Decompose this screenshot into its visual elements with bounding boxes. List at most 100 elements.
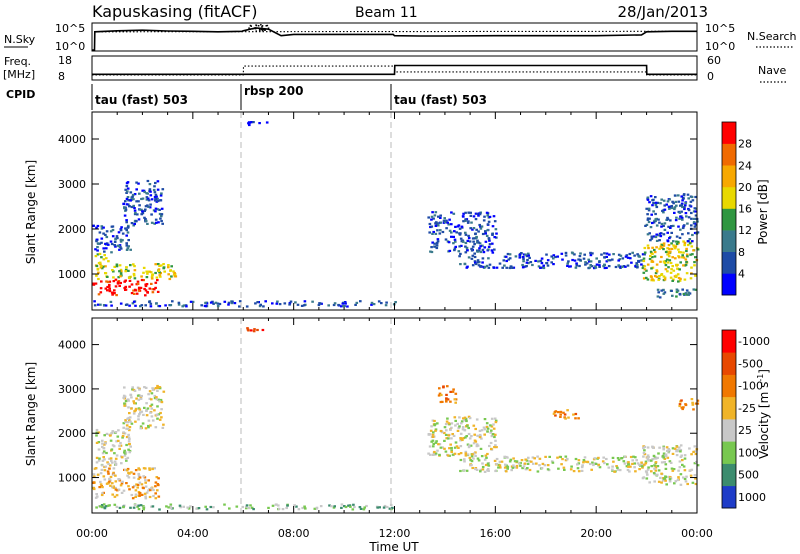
- range-cell: [394, 301, 397, 304]
- range-cell: [126, 456, 130, 459]
- range-cell: [643, 253, 646, 256]
- range-cell: [629, 455, 633, 459]
- range-cell: [651, 204, 654, 207]
- range-cell: [674, 200, 678, 203]
- range-cell: [662, 452, 666, 455]
- range-cell: [641, 253, 645, 256]
- range-cell: [107, 243, 110, 246]
- x-tick-label: 00:00: [681, 527, 713, 540]
- range-cell: [683, 206, 686, 209]
- range-cell: [139, 504, 143, 507]
- range-cell: [494, 469, 497, 473]
- range-cell: [650, 267, 653, 270]
- range-cell: [124, 208, 128, 211]
- range-cell: [691, 253, 694, 256]
- range-cell: [645, 207, 648, 210]
- range-cell: [660, 246, 664, 249]
- range-cell: [590, 468, 593, 471]
- range-cell: [153, 191, 157, 194]
- range-cell: [462, 437, 465, 440]
- range-cell: [146, 270, 150, 273]
- range-cell: [551, 461, 555, 464]
- range-cell: [114, 488, 118, 491]
- range-cell: [569, 468, 573, 471]
- range-cell: [562, 466, 566, 469]
- range-cell: [378, 506, 381, 509]
- range-cell: [110, 242, 114, 246]
- range-cell: [494, 444, 497, 447]
- range-cell: [647, 247, 650, 250]
- range-cell: [258, 305, 262, 308]
- range-cell: [580, 469, 584, 472]
- range-cell: [520, 459, 524, 462]
- range-cell: [149, 305, 153, 308]
- range-cell: [665, 203, 668, 206]
- range-cell: [471, 228, 474, 231]
- range-cell: [476, 444, 480, 447]
- range-cell: [633, 254, 636, 257]
- range-cell: [104, 272, 108, 275]
- range-cell: [654, 196, 657, 199]
- range-cell: [659, 260, 662, 263]
- range-cell: [100, 468, 104, 471]
- range-cell: [467, 432, 471, 436]
- range-cell: [654, 274, 657, 278]
- range-cell: [479, 447, 483, 450]
- range-cell: [445, 429, 448, 432]
- range-cell: [121, 480, 124, 483]
- range-cell: [102, 447, 106, 450]
- range-cell: [139, 286, 143, 289]
- range-cell: [463, 419, 466, 422]
- range-cell: [459, 252, 462, 255]
- range-cell: [626, 256, 630, 259]
- range-cell: [277, 504, 280, 507]
- range-cell: [145, 196, 149, 199]
- range-cell: [682, 251, 685, 254]
- range-cell: [479, 227, 483, 230]
- range-cell: [209, 301, 213, 304]
- range-cell: [677, 248, 680, 251]
- noise-left-tick-bottom: 10^0: [55, 40, 85, 53]
- range-cell: [675, 242, 679, 246]
- range-cell: [666, 261, 670, 264]
- range-cell: [489, 424, 492, 427]
- range-cell: [131, 486, 135, 489]
- range-cell: [245, 505, 248, 508]
- range-cell: [132, 198, 135, 201]
- range-cell: [673, 194, 677, 197]
- range-cell: [675, 290, 679, 294]
- range-cell: [114, 457, 118, 460]
- range-cell: [137, 200, 140, 203]
- range-cell: [527, 456, 530, 459]
- range-cell: [111, 486, 114, 489]
- range-cell: [492, 427, 496, 430]
- range-cell: [119, 302, 123, 305]
- range-cell: [485, 422, 489, 425]
- x-tick-label: 08:00: [278, 527, 310, 540]
- range-cell: [566, 262, 569, 265]
- range-cell: [671, 279, 674, 282]
- range-cell: [506, 465, 510, 468]
- range-cell: [654, 203, 658, 207]
- range-cell: [672, 468, 676, 471]
- range-cell: [682, 194, 686, 197]
- range-cell: [129, 264, 132, 267]
- range-cell: [607, 265, 611, 268]
- range-cell: [346, 305, 349, 308]
- range-cell: [663, 222, 667, 225]
- range-cell: [108, 457, 111, 460]
- range-cell: [123, 214, 127, 217]
- range-cell: [132, 274, 136, 277]
- range-cell: [434, 232, 438, 235]
- range-cell: [138, 481, 142, 484]
- range-cell: [141, 486, 145, 489]
- range-cell: [641, 465, 644, 468]
- range-cell: [463, 460, 466, 463]
- cpid-label: CPID: [6, 88, 35, 101]
- range-cell: [385, 505, 389, 509]
- range-cell: [157, 268, 161, 271]
- range-cell: [466, 249, 469, 252]
- range-cell: [115, 505, 119, 508]
- range-cell: [606, 259, 610, 262]
- range-cell: [113, 495, 117, 498]
